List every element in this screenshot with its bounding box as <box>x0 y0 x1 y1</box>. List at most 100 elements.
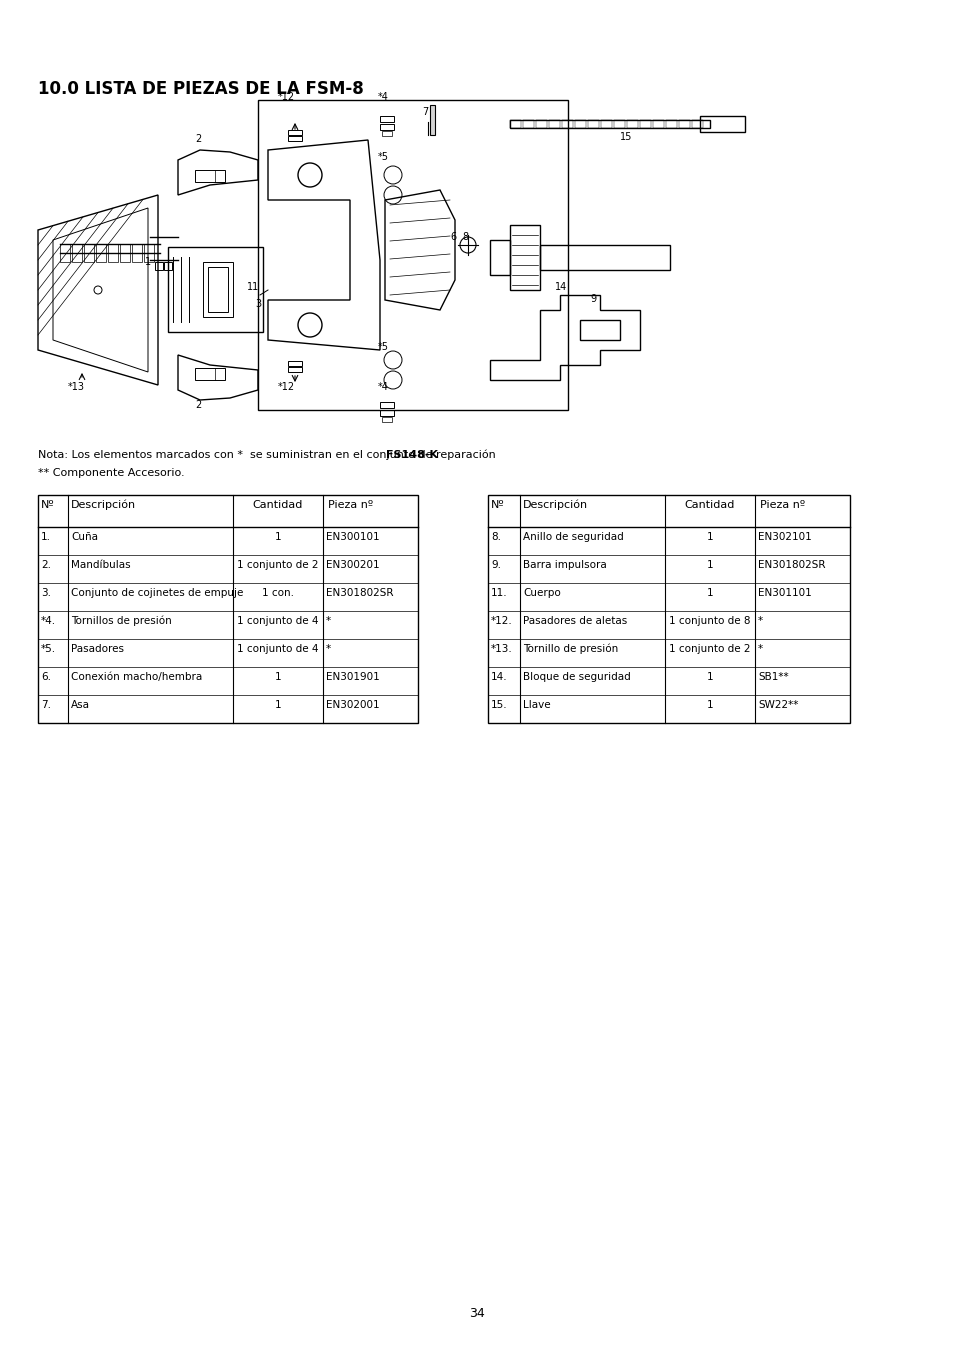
Bar <box>579 320 619 340</box>
Bar <box>639 120 650 128</box>
Bar <box>194 170 225 182</box>
Text: 8: 8 <box>461 232 468 242</box>
Bar <box>536 120 546 128</box>
Bar <box>379 410 394 416</box>
Bar <box>679 120 689 128</box>
Bar <box>71 244 82 262</box>
Text: 1.: 1. <box>41 532 51 541</box>
Bar <box>194 369 225 379</box>
Bar <box>288 130 302 135</box>
Text: 6: 6 <box>450 232 456 242</box>
Text: 1 conjunto de 2: 1 conjunto de 2 <box>669 644 750 653</box>
Bar <box>108 244 118 262</box>
Bar <box>132 244 142 262</box>
Text: EN302001: EN302001 <box>326 701 379 710</box>
Text: Mandíbulas: Mandíbulas <box>71 560 131 570</box>
Bar <box>700 116 744 132</box>
Text: 3.: 3. <box>41 589 51 598</box>
Bar <box>154 262 163 270</box>
Text: *5: *5 <box>377 153 389 162</box>
Text: 11.: 11. <box>491 589 507 598</box>
Text: 1: 1 <box>274 532 281 541</box>
Text: *: * <box>326 644 331 653</box>
Bar <box>575 120 585 128</box>
Text: Bloque de seguridad: Bloque de seguridad <box>522 672 630 682</box>
Text: EN300201: EN300201 <box>326 560 379 570</box>
Bar <box>60 244 70 262</box>
Text: *: * <box>758 644 762 653</box>
Bar <box>257 100 567 410</box>
Text: EN302101: EN302101 <box>758 532 811 541</box>
Text: EN301901: EN301901 <box>326 672 379 682</box>
Bar <box>522 120 534 128</box>
Bar <box>488 495 849 724</box>
Text: Tornillos de presión: Tornillos de presión <box>71 616 172 626</box>
Text: *5: *5 <box>377 342 389 352</box>
Text: *4: *4 <box>377 382 389 391</box>
Bar <box>84 244 94 262</box>
Text: *5.: *5. <box>41 644 56 653</box>
Text: 1 conjunto de 4: 1 conjunto de 4 <box>237 616 318 626</box>
Bar <box>168 247 263 332</box>
Text: 2: 2 <box>194 400 201 410</box>
Text: 2: 2 <box>194 134 201 144</box>
Bar <box>510 120 520 128</box>
Bar <box>379 124 394 130</box>
Bar <box>587 120 598 128</box>
Bar <box>510 120 709 128</box>
Text: 1: 1 <box>706 532 713 541</box>
Text: Cuña: Cuña <box>71 532 98 541</box>
Bar <box>626 120 638 128</box>
Bar <box>381 131 392 136</box>
Polygon shape <box>53 208 148 373</box>
Text: 7: 7 <box>421 107 428 117</box>
Text: 1 conjunto de 4: 1 conjunto de 4 <box>237 644 318 653</box>
Text: *: * <box>758 616 762 626</box>
Text: Descripción: Descripción <box>522 500 587 510</box>
Text: *13: *13 <box>68 382 85 391</box>
Text: Conjunto de cojinetes de empuje: Conjunto de cojinetes de empuje <box>71 589 243 598</box>
Text: *12: *12 <box>277 92 294 103</box>
Text: 14: 14 <box>555 282 567 292</box>
Text: 1 conjunto de 8: 1 conjunto de 8 <box>669 616 750 626</box>
Bar <box>691 120 702 128</box>
Text: *12: *12 <box>277 382 294 391</box>
Text: EN301802SR: EN301802SR <box>758 560 824 570</box>
Text: 1: 1 <box>274 701 281 710</box>
Text: 15.: 15. <box>491 701 507 710</box>
Text: 1: 1 <box>706 589 713 598</box>
Text: ** Componente Accesorio.: ** Componente Accesorio. <box>38 468 185 478</box>
Text: 1: 1 <box>145 256 151 267</box>
Text: SB1**: SB1** <box>758 672 788 682</box>
Bar <box>561 120 573 128</box>
Bar <box>490 240 510 275</box>
Text: Cantidad: Cantidad <box>684 500 735 510</box>
Text: 7.: 7. <box>41 701 51 710</box>
Text: Nº: Nº <box>491 500 504 510</box>
Text: 6.: 6. <box>41 672 51 682</box>
Bar <box>539 244 669 270</box>
Text: 14.: 14. <box>491 672 507 682</box>
Bar <box>381 417 392 423</box>
Text: Nº: Nº <box>41 500 54 510</box>
Bar <box>665 120 677 128</box>
Text: 1: 1 <box>706 560 713 570</box>
Text: 1 con.: 1 con. <box>262 589 294 598</box>
Bar <box>96 244 106 262</box>
Text: 3: 3 <box>254 298 261 309</box>
Text: 1 conjunto de 2: 1 conjunto de 2 <box>237 560 318 570</box>
Text: Llave: Llave <box>522 701 550 710</box>
Bar <box>652 120 663 128</box>
Text: Conexión macho/hembra: Conexión macho/hembra <box>71 672 202 682</box>
Bar <box>379 402 394 408</box>
Text: Tornillo de presión: Tornillo de presión <box>522 644 618 655</box>
Text: Pieza nº: Pieza nº <box>760 500 804 510</box>
Text: *13.: *13. <box>491 644 512 653</box>
Text: Cantidad: Cantidad <box>253 500 303 510</box>
Bar <box>614 120 624 128</box>
Text: 8.: 8. <box>491 532 500 541</box>
Text: Asa: Asa <box>71 701 90 710</box>
Bar <box>288 360 302 366</box>
Text: *4.: *4. <box>41 616 56 626</box>
Text: 1: 1 <box>274 672 281 682</box>
